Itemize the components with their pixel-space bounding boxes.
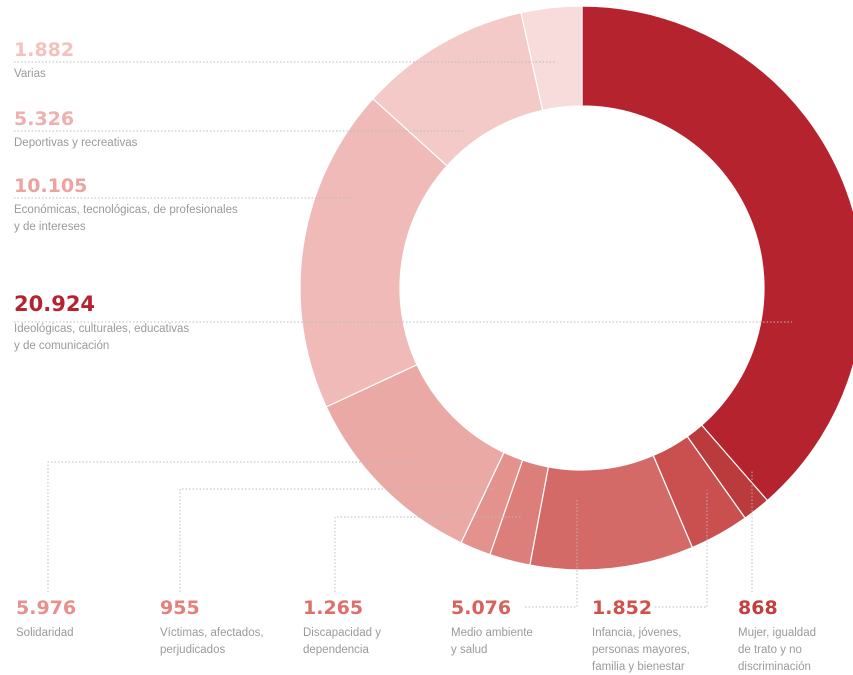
category-label: perjudicados (160, 644, 225, 656)
donut-slice (299, 97, 448, 408)
leader-line (179, 488, 495, 592)
value-label: 1.265 (303, 597, 363, 619)
category-label: Deportivas y recreativas (14, 137, 138, 149)
value-label: 1.852 (592, 597, 652, 619)
category-label: y de comunicación (14, 340, 109, 352)
category-label: familia y bienestar (592, 661, 685, 673)
category-label: Solidaridad (16, 627, 74, 639)
category-label: y salud (451, 644, 487, 656)
value-label: 955 (160, 597, 200, 619)
leader-line (525, 500, 578, 608)
category-label: discriminación (738, 661, 811, 673)
donut-slices (299, 5, 853, 571)
leader-line (334, 516, 523, 592)
category-label: personas mayores, (592, 644, 690, 656)
category-label: Víctimas, afectados, (160, 627, 264, 639)
value-label: 5.976 (16, 597, 76, 619)
value-label: 868 (738, 597, 778, 619)
leader-line (655, 490, 708, 608)
category-label: Medio ambiente (451, 627, 533, 639)
category-label: Infancia, jóvenes, (592, 627, 682, 639)
value-label: 10.105 (14, 175, 87, 197)
category-label: dependencia (303, 644, 369, 656)
category-label: de trato y no (738, 644, 802, 656)
category-label: Económicas, tecnológicas, de profesional… (14, 204, 238, 216)
category-label: Ideológicas, culturales, educativas (14, 323, 189, 335)
leader-lines (14, 61, 792, 608)
leader-line (47, 461, 418, 592)
category-label: y de intereses (14, 221, 86, 233)
value-label: 20.924 (14, 292, 95, 316)
category-label: Discapacidad y (303, 627, 381, 639)
donut-slice (581, 5, 853, 502)
value-label: 5.326 (14, 108, 74, 130)
category-label: Mujer, igualdad (738, 627, 816, 639)
value-label: 1.882 (14, 39, 74, 61)
value-label: 5.076 (451, 597, 511, 619)
donut-slice (520, 5, 583, 112)
category-label: Varias (14, 68, 46, 80)
slice-labels: 1.882 Varias 5.326 Deportivas y recreativas… (14, 39, 816, 673)
